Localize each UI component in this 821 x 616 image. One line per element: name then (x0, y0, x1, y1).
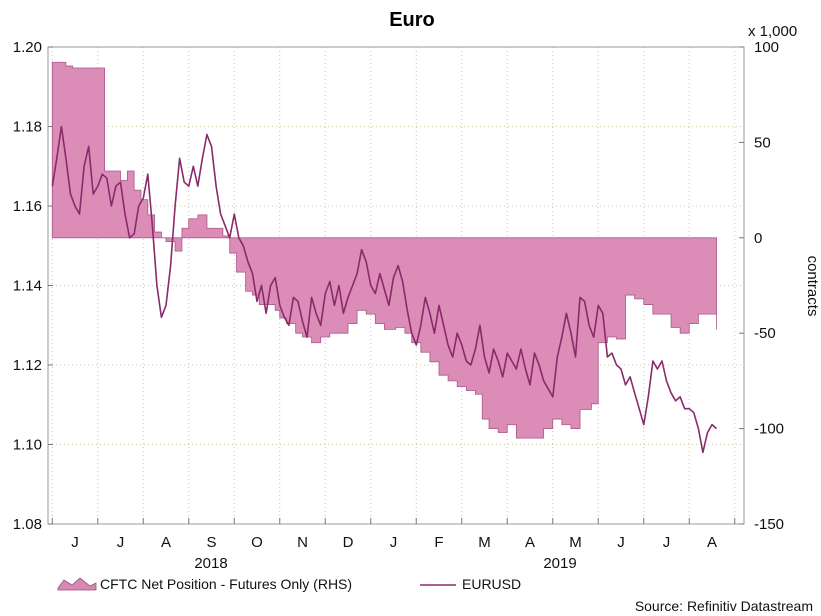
left-tick-label: 1.12 (13, 357, 42, 374)
left-tick-label: 1.14 (13, 278, 42, 295)
left-tick-label: 1.08 (13, 516, 42, 533)
month-label: J (663, 534, 671, 551)
month-label: A (525, 534, 535, 551)
left-tick-label: 1.20 (13, 39, 42, 56)
month-label: M (478, 534, 491, 551)
left-tick-label: 1.16 (13, 198, 42, 215)
legend-area-swatch (57, 577, 97, 591)
right-tick-label: -50 (754, 325, 776, 342)
right-tick-label: -100 (754, 421, 784, 438)
month-label: M (569, 534, 582, 551)
month-label: S (206, 534, 216, 551)
year-label: 2019 (543, 555, 576, 572)
cftc-net-position-area (51, 61, 717, 439)
legend-area-label: CFTC Net Position - Futures Only (RHS) (100, 576, 352, 592)
month-label: F (434, 534, 443, 551)
month-label: O (251, 534, 263, 551)
month-label: D (343, 534, 354, 551)
month-label: A (161, 534, 171, 551)
month-label: J (71, 534, 79, 551)
right-tick-label: -150 (754, 516, 784, 533)
right-tick-label: 50 (754, 134, 771, 151)
eurusd-line (51, 125, 718, 454)
right-tick-label: 0 (754, 230, 762, 247)
cftc-area-layer (51, 61, 717, 439)
month-label: J (390, 534, 398, 551)
month-label: J (617, 534, 625, 551)
left-axis-labels: 1.20 1.18 1.16 1.14 1.12 1.10 1.08 (13, 39, 42, 533)
legend: CFTC Net Position - Futures Only (RHS) E… (57, 576, 521, 592)
month-label: A (707, 534, 717, 551)
month-label: N (297, 534, 308, 551)
right-axis-label: contracts (804, 256, 821, 317)
eurusd-line-layer (51, 125, 718, 454)
legend-line-label: EURUSD (462, 576, 521, 592)
year-labels: 2018 2019 (194, 555, 576, 572)
source-note: Source: Refinitiv Datastream (635, 598, 813, 614)
left-tick-label: 1.18 (13, 119, 42, 136)
right-tick-label: 100 (754, 39, 779, 56)
month-label: J (117, 534, 125, 551)
chart-title: Euro (389, 9, 435, 31)
right-axis-unit: x 1,000 (748, 23, 797, 40)
axis-ticks (48, 46, 744, 525)
year-label: 2018 (194, 555, 227, 572)
left-tick-label: 1.10 (13, 437, 42, 454)
right-axis-labels: 100 50 0 -50 -100 -150 (754, 39, 784, 533)
